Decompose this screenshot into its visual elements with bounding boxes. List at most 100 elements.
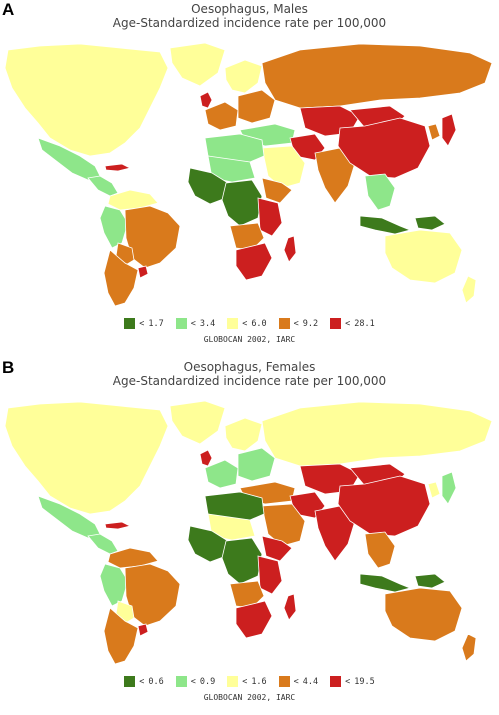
region-caribbean xyxy=(104,521,132,530)
legend-symbol: < xyxy=(139,676,145,687)
legend-symbol: < xyxy=(242,676,248,687)
legend-swatch xyxy=(124,318,136,329)
region-arabia xyxy=(261,145,306,189)
region-madagascar xyxy=(283,235,297,263)
region-russia xyxy=(261,401,493,467)
region-arabia xyxy=(261,503,306,547)
legend-swatch xyxy=(124,676,136,687)
legend-item: <9.2 xyxy=(278,318,319,329)
panel-males: A Oesophagus, Males Age-Standardized inc… xyxy=(0,0,499,344)
legend-symbol: < xyxy=(190,676,196,687)
region-greenland xyxy=(169,400,226,445)
legend-item: <1.7 xyxy=(124,318,164,329)
legend-swatch xyxy=(278,318,290,329)
legend-item: <0.9 xyxy=(175,676,216,687)
legend-symbol: < xyxy=(242,318,248,329)
legend-item: <3.4 xyxy=(175,318,216,329)
legend-value: 0.6 xyxy=(148,676,164,687)
region-china xyxy=(337,475,431,537)
legend-swatch xyxy=(175,318,187,329)
region-north-america xyxy=(4,43,169,157)
region-scandinavia xyxy=(224,59,263,94)
region-greenland xyxy=(169,42,226,87)
region-west-africa xyxy=(187,525,229,563)
region-east-africa xyxy=(257,197,283,237)
map-title: Oesophagus, Females xyxy=(183,360,316,374)
panel-females: B Oesophagus, Females Age-Standardized i… xyxy=(0,358,499,715)
legend: <1.7 <3.4 <6.0 <9.2 <28.1 GLOBOCAN 2002,… xyxy=(0,318,499,344)
map-titles: Oesophagus, Males Age-Standardized incid… xyxy=(0,2,499,30)
legend-source: GLOBOCAN 2002, IARC xyxy=(203,335,296,344)
region-horn-africa xyxy=(261,177,293,204)
region-indonesia xyxy=(359,573,412,593)
region-central-africa xyxy=(221,537,263,585)
legend-value: 19.5 xyxy=(354,676,375,687)
region-central-america xyxy=(87,533,119,555)
map-subtitle: Age-Standardized incidence rate per 100,… xyxy=(112,16,387,30)
legend-value: 28.1 xyxy=(354,318,375,329)
legend-value: 9.2 xyxy=(302,318,319,329)
region-uk xyxy=(199,91,213,109)
region-southeast-asia xyxy=(364,531,396,569)
region-new-guinea xyxy=(414,573,446,589)
legend-swatch xyxy=(330,676,342,687)
map-title: Oesophagus, Males xyxy=(191,2,308,16)
legend-symbol: < xyxy=(139,318,145,329)
region-australia xyxy=(384,229,463,284)
region-peru-ecuador xyxy=(99,563,129,607)
region-west-africa xyxy=(187,167,229,205)
region-north-america xyxy=(4,401,169,515)
region-argentina-chile xyxy=(103,607,139,665)
region-uruguay xyxy=(137,265,149,279)
region-uruguay xyxy=(137,623,149,637)
panel-letter: B xyxy=(2,358,15,377)
legend-row: <1.7 <3.4 <6.0 <9.2 <28.1 xyxy=(0,318,499,329)
world-map xyxy=(4,400,493,665)
legend-value: 4.4 xyxy=(302,676,319,687)
region-australia xyxy=(384,587,463,642)
region-korea xyxy=(427,123,441,141)
region-colombia-venezuela xyxy=(107,547,159,569)
legend-value: 6.0 xyxy=(251,318,267,329)
region-scandinavia xyxy=(224,417,263,452)
legend-item: <4.4 xyxy=(278,676,319,687)
region-colombia-venezuela xyxy=(107,189,159,211)
region-central-america xyxy=(87,175,119,197)
region-madagascar xyxy=(283,593,297,621)
legend-row: <0.6 <0.9 <1.6 <4.4 <19.5 xyxy=(0,676,499,687)
legend-source: GLOBOCAN 2002, IARC xyxy=(203,693,296,702)
region-japan xyxy=(441,113,457,147)
legend-swatch xyxy=(227,676,239,687)
region-southeast-asia xyxy=(364,173,396,211)
region-caribbean xyxy=(104,163,132,172)
panel-letter: A xyxy=(2,0,15,19)
legend-swatch xyxy=(227,318,239,329)
region-russia xyxy=(261,43,493,109)
region-argentina-chile xyxy=(103,249,139,307)
legend-symbol: < xyxy=(293,676,299,687)
region-eastern-europe xyxy=(237,447,276,482)
legend-value: 1.6 xyxy=(251,676,267,687)
map-subtitle: Age-Standardized incidence rate per 100,… xyxy=(112,374,387,388)
region-korea xyxy=(427,481,441,499)
legend-value: 1.7 xyxy=(148,318,164,329)
region-new-zealand xyxy=(461,633,477,662)
region-eastern-europe xyxy=(237,89,276,124)
legend-swatch xyxy=(330,318,342,329)
region-new-guinea xyxy=(414,215,446,231)
legend-symbol: < xyxy=(293,318,299,329)
legend-swatch xyxy=(278,676,290,687)
region-china xyxy=(337,117,431,179)
world-map xyxy=(4,42,493,307)
legend-item: <0.6 xyxy=(124,676,164,687)
region-angola-zambia xyxy=(229,222,265,251)
legend-value: 3.4 xyxy=(199,318,216,329)
legend-value: 0.9 xyxy=(199,676,216,687)
region-southern-africa xyxy=(235,600,273,639)
region-uk xyxy=(199,449,213,467)
region-western-europe xyxy=(204,101,239,131)
legend-symbol: < xyxy=(345,318,351,329)
region-central-africa xyxy=(221,179,263,227)
region-peru-ecuador xyxy=(99,205,129,249)
legend-item: <19.5 xyxy=(330,676,375,687)
